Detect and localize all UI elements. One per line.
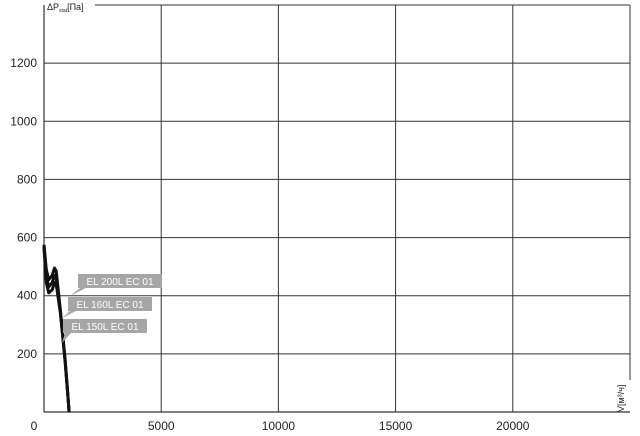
y-tick-label: 600 <box>17 231 37 245</box>
label-pointer <box>62 311 76 318</box>
label-box <box>78 274 162 288</box>
label-pointer <box>70 288 86 296</box>
series-label: EL 200L EC 01 <box>86 277 154 288</box>
curves <box>42 244 71 413</box>
series-label: EL 160L EC 01 <box>76 300 144 311</box>
x-tick-label: 0 <box>31 419 38 433</box>
y-tick-label: 800 <box>17 172 37 186</box>
y-axis-title: ΔPstat[Па] <box>47 2 84 14</box>
y-tick-label: 1200 <box>10 56 37 70</box>
tick-labels: 0 5000 10000 15000 20000 200 400 600 800 1000 1200 <box>10 56 530 433</box>
series-labels: EL 200L EC 01 EL 160L EC 01 EL 150L EC 01 <box>62 274 162 343</box>
label-box <box>63 319 147 333</box>
y-tick-label: 200 <box>17 347 37 361</box>
series-label: EL 150L EC 01 <box>71 322 139 333</box>
x-tick-label: 20000 <box>496 419 530 433</box>
y-tick-label: 400 <box>17 289 37 303</box>
x-tick-label: 5000 <box>148 419 175 433</box>
y-tick-label: 1000 <box>10 114 37 128</box>
label-box <box>68 297 152 311</box>
series-curve <box>42 247 71 413</box>
grid <box>43 4 631 413</box>
x-tick-label: 15000 <box>379 419 413 433</box>
label-pointer <box>62 333 71 343</box>
x-axis-title: V[м³/ч] <box>616 385 626 412</box>
x-tick-label: 10000 <box>262 419 296 433</box>
